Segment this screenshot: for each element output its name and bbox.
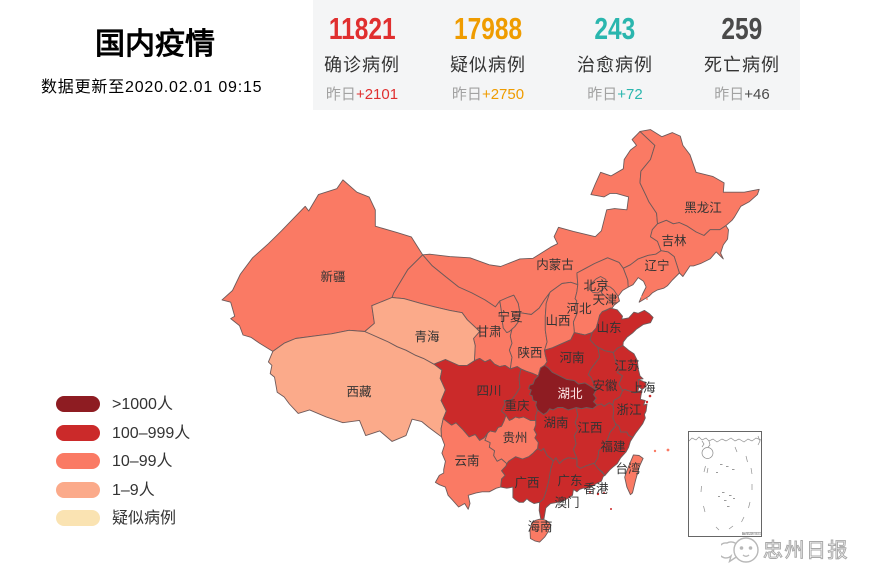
svg-text:宁夏: 宁夏 — [497, 309, 523, 324]
svg-text:广西: 广西 — [514, 476, 539, 490]
svg-text:北京: 北京 — [583, 279, 608, 293]
svg-text:海南: 海南 — [527, 519, 552, 534]
svg-text:甘肃: 甘肃 — [476, 325, 501, 339]
svg-text:浙江: 浙江 — [616, 402, 641, 417]
svg-text:澳门: 澳门 — [554, 495, 579, 510]
svg-text:福建: 福建 — [600, 439, 626, 454]
svg-text:香港: 香港 — [583, 482, 609, 496]
svg-text:青海: 青海 — [414, 329, 440, 344]
svg-text:湖南: 湖南 — [543, 415, 568, 430]
svg-text:黑龙江: 黑龙江 — [684, 201, 722, 215]
svg-text:云南: 云南 — [454, 453, 479, 468]
svg-text:上海: 上海 — [630, 380, 656, 395]
svg-text:江西: 江西 — [577, 421, 602, 435]
svg-text:天津: 天津 — [592, 293, 617, 307]
svg-text:安徽: 安徽 — [592, 378, 618, 393]
svg-text:江苏: 江苏 — [614, 358, 639, 373]
svg-text:湖北: 湖北 — [557, 386, 583, 401]
svg-text:吉林: 吉林 — [661, 234, 687, 248]
svg-text:四川: 四川 — [476, 384, 501, 398]
svg-text:山东: 山东 — [596, 321, 621, 335]
svg-text:内蒙古: 内蒙古 — [536, 257, 574, 272]
svg-text:辽宁: 辽宁 — [644, 258, 669, 273]
svg-text:山西: 山西 — [545, 314, 570, 328]
svg-text:河北: 河北 — [566, 302, 592, 316]
svg-text:广东: 广东 — [557, 474, 582, 488]
svg-text:重庆: 重庆 — [504, 398, 530, 413]
svg-text:河南: 河南 — [559, 350, 584, 365]
svg-text:西藏: 西藏 — [346, 385, 372, 399]
svg-text:陕西: 陕西 — [517, 345, 542, 360]
svg-text:台湾: 台湾 — [615, 461, 640, 476]
svg-text:贵州: 贵州 — [502, 431, 527, 445]
svg-text:新疆: 新疆 — [320, 269, 345, 284]
